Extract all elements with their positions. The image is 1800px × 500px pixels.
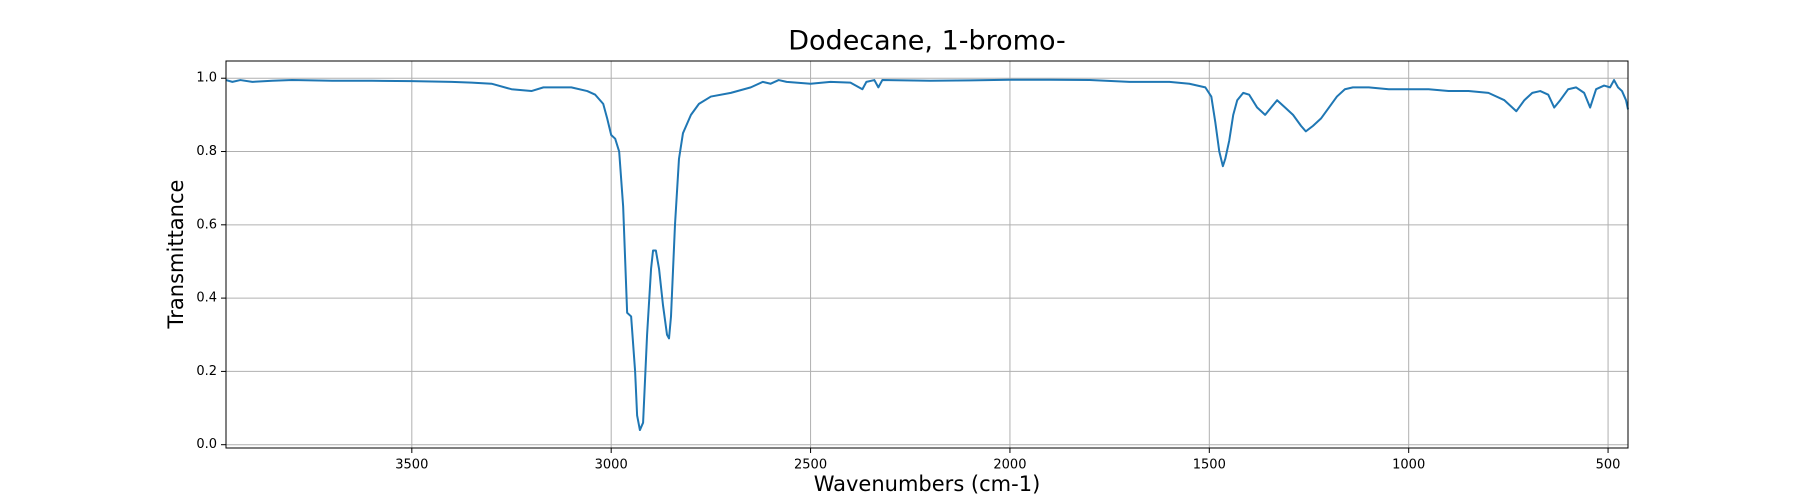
y-tick-label: 0.4	[196, 291, 217, 306]
y-tick-label: 1.0	[196, 71, 217, 86]
y-axis-label: Transmittance	[164, 180, 188, 330]
y-tick-label: 0.8	[196, 144, 217, 159]
x-axis-label: Wavenumbers (cm-1)	[814, 472, 1041, 496]
plot-frame	[225, 60, 1629, 449]
x-tick-label: 3500	[395, 458, 428, 473]
x-tick-label: 500	[1596, 458, 1621, 473]
chart-title: Dodecane, 1-bromo-	[788, 26, 1066, 57]
y-tick-label: 0.6	[196, 217, 217, 232]
spectrum-line	[225, 78, 1629, 432]
x-tick-label: 1000	[1392, 458, 1425, 473]
x-tick-label: 1500	[1193, 458, 1226, 473]
y-tick-label: 0.2	[196, 364, 217, 379]
x-tick-label: 2000	[993, 458, 1026, 473]
x-tick-label: 3000	[595, 458, 628, 473]
y-tick-label: 0.0	[196, 437, 217, 452]
x-tick-label: 2500	[794, 458, 827, 473]
